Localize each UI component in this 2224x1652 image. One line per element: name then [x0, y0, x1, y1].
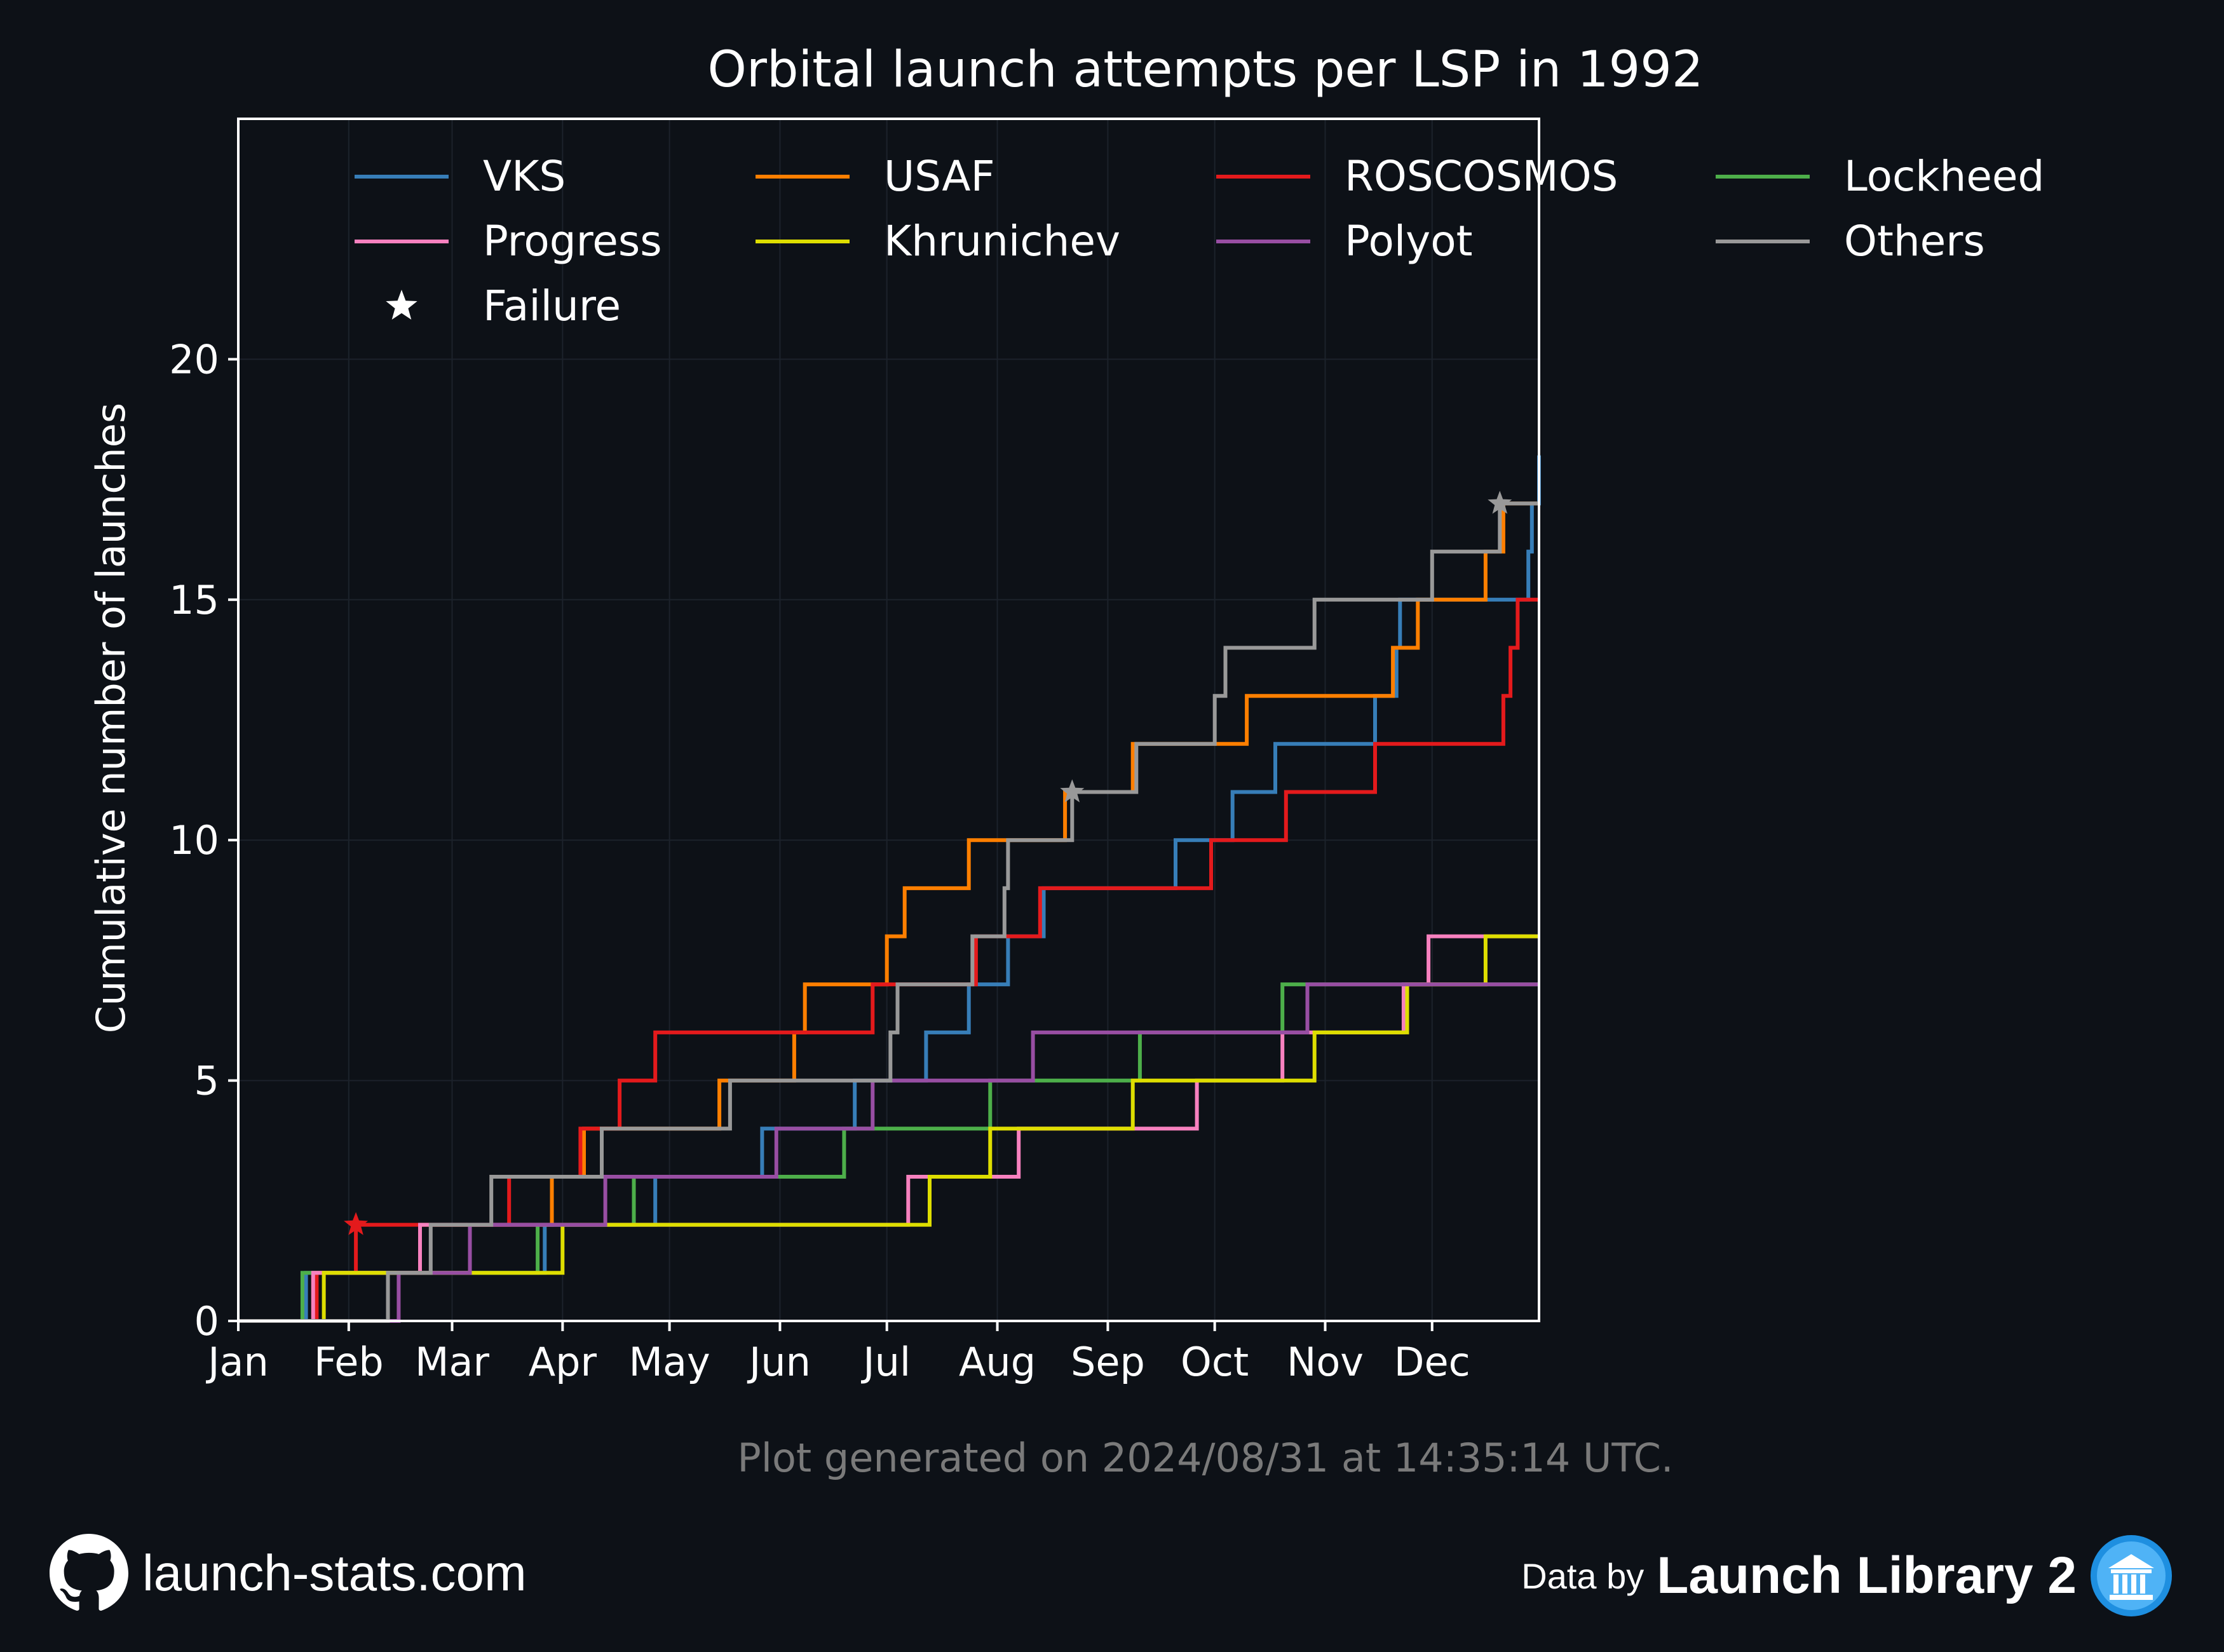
x-tick-label: Jan: [205, 1339, 269, 1385]
grid: [238, 119, 1539, 1322]
series-line-polyot: [238, 982, 1539, 1323]
failure-marker-roscosmos: [344, 1212, 369, 1235]
series-line-others: [238, 501, 1539, 1323]
site-link[interactable]: launch-stats.com: [142, 1545, 527, 1601]
x-tick-label: May: [629, 1339, 710, 1385]
x-tick-label: Aug: [959, 1339, 1036, 1385]
failure-markers: [344, 491, 1512, 1235]
plot-frame: [237, 118, 1540, 1322]
x-tick-label: Mar: [415, 1339, 489, 1385]
legend-label-vks: VKS: [483, 152, 566, 201]
data-by-label: Data by: [1521, 1555, 1644, 1596]
failure-marker-others: [1488, 491, 1512, 514]
x-tick-label: Sep: [1071, 1339, 1145, 1385]
axis-ticks: Jan Feb Mar Apr May Jun Jul Aug Sep Oct Nov Dec 0 5 10…: [169, 336, 1470, 1385]
x-tick-label: Oct: [1181, 1339, 1249, 1385]
y-tick-label: 20: [169, 336, 219, 383]
series-line-vks: [238, 455, 1541, 1323]
x-tick-label: Feb: [314, 1339, 384, 1385]
x-tick-label: Dec: [1394, 1339, 1470, 1385]
legend-label-roscosmos: ROSCOSMOS: [1345, 152, 1618, 201]
failure-marker-others: [1060, 779, 1085, 802]
site-branding: launch-stats.com: [50, 1534, 527, 1613]
legend-label-failure: Failure: [483, 281, 621, 330]
legend-failure-icon: [386, 290, 417, 320]
y-tick-label: 0: [194, 1298, 219, 1344]
legend-label-khrunichev: Khrunichev: [884, 217, 1120, 266]
plot-footnote: Plot generated on 2024/08/31 at 14:35:14…: [737, 1435, 1673, 1481]
y-tick-label: 15: [169, 577, 219, 623]
legend-label-lockheed: Lockheed: [1844, 152, 2044, 201]
series-line-usaf: [238, 501, 1539, 1323]
x-tick-label: Apr: [529, 1339, 597, 1385]
legend-label-progress: Progress: [483, 217, 662, 266]
chart-title: Orbital launch attempts per LSP in 1992: [708, 41, 1704, 98]
y-axis-label: Cumulative number of launches: [88, 403, 134, 1033]
launch-library-logo: [2091, 1535, 2172, 1616]
y-tick-label: 5: [194, 1058, 219, 1104]
x-tick-label: Nov: [1287, 1339, 1364, 1385]
series-line-roscosmos: [238, 597, 1539, 1323]
data-source-name: Launch Library 2: [1657, 1547, 2077, 1604]
x-tick-label: Jun: [747, 1339, 811, 1385]
github-icon: [50, 1534, 128, 1611]
data-credit: Data by Launch Library 2: [1521, 1534, 2173, 1618]
series-lines: [238, 455, 1541, 1323]
legend-label-others: Others: [1844, 217, 1985, 266]
y-tick-label: 10: [169, 817, 219, 863]
legend-label-polyot: Polyot: [1345, 217, 1472, 266]
legend-label-usaf: USAF: [884, 152, 995, 201]
x-tick-label: Jul: [860, 1339, 911, 1385]
legend: VKS USAF ROSCOSMOS Lockheed Progress Khrunich…: [355, 152, 2044, 330]
